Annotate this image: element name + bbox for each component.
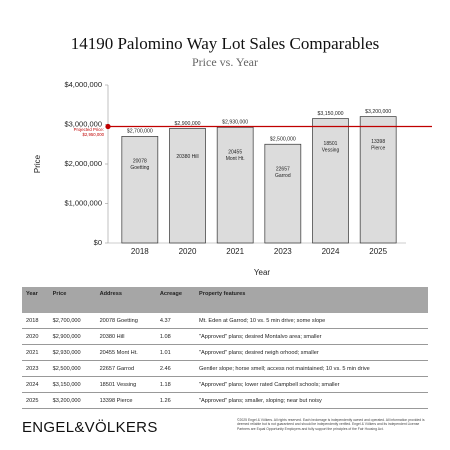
table-cell: 2.46	[155, 360, 196, 377]
bar-label: Pierce	[371, 145, 385, 151]
table-cell: "Approved" plans; desired neigh orhood; …	[195, 344, 428, 361]
y-tick-label: $3,000,000	[64, 119, 102, 128]
table-cell: 2023	[22, 360, 49, 377]
bar	[121, 136, 159, 244]
table-row: 2018 $2,700,000 20078 Goetting 4.37 Mt. Eden…	[22, 313, 428, 329]
value-label: $2,700,000	[127, 129, 153, 135]
y-tick-label: $1,000,000	[64, 198, 102, 207]
y-tick-label: $0	[94, 238, 102, 247]
bar-label: Mont Ht.	[226, 156, 245, 162]
table-header-cell: Acreage	[155, 287, 196, 313]
table: Year Price Address Acreage Property features…	[22, 287, 428, 409]
table-cell: "Approved" plans; desired Montalvo area;…	[195, 328, 428, 345]
table-cell: Mt. Eden at Garrod; 10 vs. 5 min drive; …	[195, 313, 428, 329]
table-row: 2021 $2,930,000 20455 Mont Ht. 1.01 "Approve…	[22, 344, 428, 361]
bar-label: 18501	[324, 141, 338, 147]
bar-label: 20455	[228, 150, 242, 156]
table-cell: 2021	[22, 344, 49, 361]
table-cell: 1.26	[155, 392, 196, 409]
table-cell: "Approved" plans; smaller, sloping; near…	[195, 392, 428, 409]
table-cell: 20078 Goetting	[95, 313, 156, 329]
value-label: $3,150,000	[318, 111, 344, 117]
bar	[312, 118, 349, 244]
bar-label: 22657	[276, 167, 290, 173]
value-label: $2,500,000	[270, 137, 296, 143]
x-tick-label: 2025	[369, 247, 387, 256]
reference-label: Projected Price:	[74, 127, 104, 132]
x-tick-label: 2024	[322, 247, 340, 256]
value-label: $2,930,000	[222, 120, 248, 126]
bar-label: 20380 Hill	[176, 154, 198, 160]
table-cell: 4.37	[155, 313, 196, 329]
value-label: $3,200,000	[365, 109, 391, 115]
bar	[359, 116, 397, 244]
bar-label: Vessing	[322, 147, 340, 153]
table-cell: "Approved" plans; lower rated Campbell s…	[195, 376, 428, 393]
chart-subtitle: Price vs. Year	[192, 55, 258, 69]
y-tick-label: $4,000,000	[64, 80, 102, 89]
bar	[216, 126, 254, 244]
table-cell: $2,500,000	[48, 360, 96, 377]
table-cell: 20380 Hill	[95, 328, 156, 345]
table-header-cell: Price	[48, 287, 96, 313]
bar-label: 13398	[371, 139, 385, 145]
chart: 14190 Palomino Way Lot Sales Comparables…	[33, 34, 432, 277]
y-axis-label: Price	[33, 154, 42, 173]
table-header-cell: Property features	[195, 287, 428, 313]
table-header: Year Price Address Acreage Property features	[22, 287, 428, 313]
table-container: Year Price Address Acreage Property features…	[22, 287, 428, 409]
table-cell: 13398 Pierce	[95, 392, 156, 409]
reference-label: $2,950,000	[82, 132, 104, 137]
table-cell: 20455 Mont Ht.	[95, 344, 156, 361]
table-cell: 1.08	[155, 328, 196, 345]
table-row: 2024 $3,150,000 18501 Vessing 1.18 "Approved…	[22, 376, 428, 393]
disclaimer: ©2025 Engel & Völkers. All rights reserv…	[237, 418, 425, 431]
table-cell: $2,930,000	[48, 344, 96, 361]
table-cell: $3,150,000	[48, 376, 96, 393]
logo: ENGEL&VÖLKERS	[22, 419, 158, 436]
table-row: 2023 $2,500,000 22657 Garrod 2.46 Gentler sl…	[22, 360, 428, 377]
table-cell: $3,200,000	[48, 392, 96, 409]
table-cell: 1.01	[155, 344, 196, 361]
table-header-cell: Address	[95, 287, 156, 313]
table-header-cell: Year	[22, 287, 49, 313]
table-cell: 18501 Vessing	[95, 376, 156, 393]
x-tick-label: 2020	[179, 247, 197, 256]
table-cell: $2,700,000	[48, 313, 96, 329]
table-cell: 2020	[22, 328, 49, 345]
table-cell: Gentler slope; horse smell; access not m…	[195, 360, 428, 377]
bar-label: Garrod	[275, 173, 291, 179]
table-cell: 22657 Garrod	[95, 360, 156, 377]
table-cell: 2024	[22, 376, 49, 393]
chart-title: 14190 Palomino Way Lot Sales Comparables	[71, 34, 380, 53]
bar	[264, 143, 302, 244]
bar	[169, 128, 206, 244]
bar-label: Goetting	[130, 165, 149, 171]
value-label: $2,900,000	[175, 121, 201, 127]
x-tick-label: 2023	[274, 247, 292, 256]
table-cell: 2018	[22, 313, 49, 329]
x-tick-label: 2021	[226, 247, 244, 256]
bar-label: 20078	[133, 159, 147, 165]
table-cell: $2,900,000	[48, 328, 96, 345]
y-tick-label: $2,000,000	[64, 159, 102, 168]
table-cell: 1.18	[155, 376, 196, 393]
reference-dot	[105, 123, 111, 130]
x-tick-label: 2018	[131, 247, 149, 256]
x-axis-label: Year	[254, 268, 271, 277]
table-row: 2020 $2,900,000 20380 Hill 1.08 "Approved" p…	[22, 328, 428, 345]
table-row: 2025 $3,200,000 13398 Pierce 1.26 "Approved"…	[22, 392, 428, 409]
table-cell: 2025	[22, 392, 49, 409]
